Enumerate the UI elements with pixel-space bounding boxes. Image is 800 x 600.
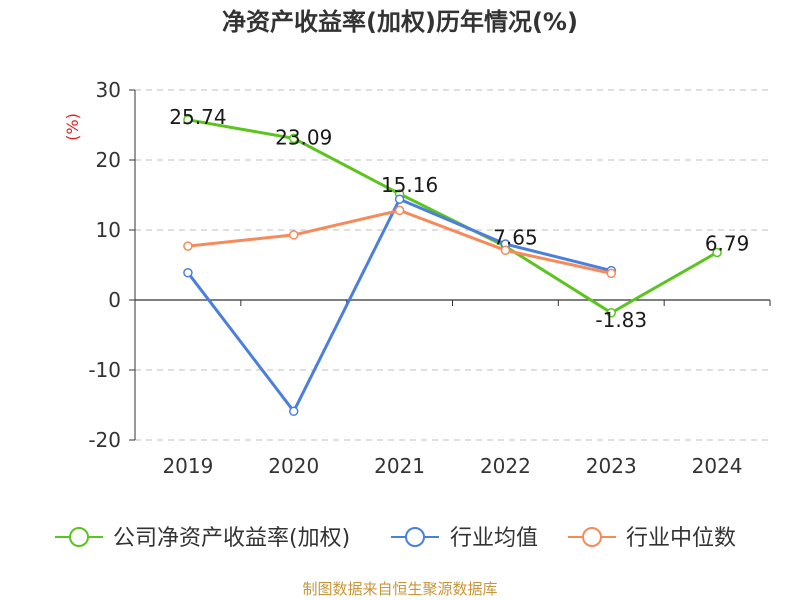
legend-label: 公司净资产收益率(加权) [113,526,350,551]
x-tick-label: 2022 [480,454,531,478]
series-2 [183,194,616,417]
y-tick-label: 0 [108,288,121,312]
data-point[interactable] [183,267,193,278]
data-point[interactable] [712,247,722,258]
series-lines [183,115,722,417]
y-axis-unit: (%) [63,113,82,141]
data-point[interactable] [500,245,511,256]
x-tick-label: 2021 [374,454,425,478]
chart-title: 净资产收益率(加权)历年情况(%) [222,8,578,36]
legend-marker [69,527,89,547]
data-label: 23.09 [275,125,332,149]
x-axis-ticks: 2019 2020 2021 2022 2023 2024 [134,300,771,478]
data-label: 25.74 [169,105,226,129]
grid-lines [135,89,770,441]
legend-label: 行业均值 [450,526,538,551]
data-point[interactable] [289,230,299,240]
data-label: -1.83 [595,308,647,332]
legend-item[interactable]: 公司净资产收益率(加权) [55,526,350,551]
data-point[interactable] [289,406,299,417]
y-tick-label: -10 [88,358,121,382]
y-tick-label: 20 [96,148,121,172]
data-label: 15.16 [381,173,438,197]
data-label: 7.65 [493,225,538,249]
x-tick-label: 2019 [162,454,213,478]
x-tick-label: 2023 [586,454,637,478]
legend-item[interactable]: 行业均值 [391,526,538,551]
data-point[interactable] [606,268,616,279]
series-1 [183,115,722,318]
x-tick-label: 2020 [268,454,319,478]
data-point[interactable] [606,308,616,318]
legend[interactable]: 公司净资产收益率(加权) 行业均值 行业中位数 [55,526,736,551]
legend-marker [582,527,602,547]
data-point[interactable] [394,205,405,216]
data-point[interactable] [289,133,299,144]
series-line [187,118,718,315]
y-tick-label: 10 [96,218,121,242]
data-labels: 25.74 23.09 15.16 7.65 -1.83 6.79 [169,105,749,332]
legend-marker [405,527,425,547]
data-point[interactable] [183,241,193,251]
legend-item[interactable]: 行业中位数 [568,526,736,551]
series-3 [183,205,616,279]
legend-label: 行业中位数 [626,526,736,551]
data-point[interactable] [183,115,193,125]
x-tick-label: 2024 [692,454,743,478]
data-label: 6.79 [705,231,750,255]
series-line [187,208,612,275]
y-tick-label: -20 [88,428,121,452]
y-tick-label: 30 [96,78,121,102]
source-note: 制图数据来自恒生聚源数据库 [302,580,497,598]
y-axis-ticks: 30 20 10 0 -10 -20 [88,78,135,452]
series-line [186,197,612,413]
data-point[interactable] [394,194,405,204]
